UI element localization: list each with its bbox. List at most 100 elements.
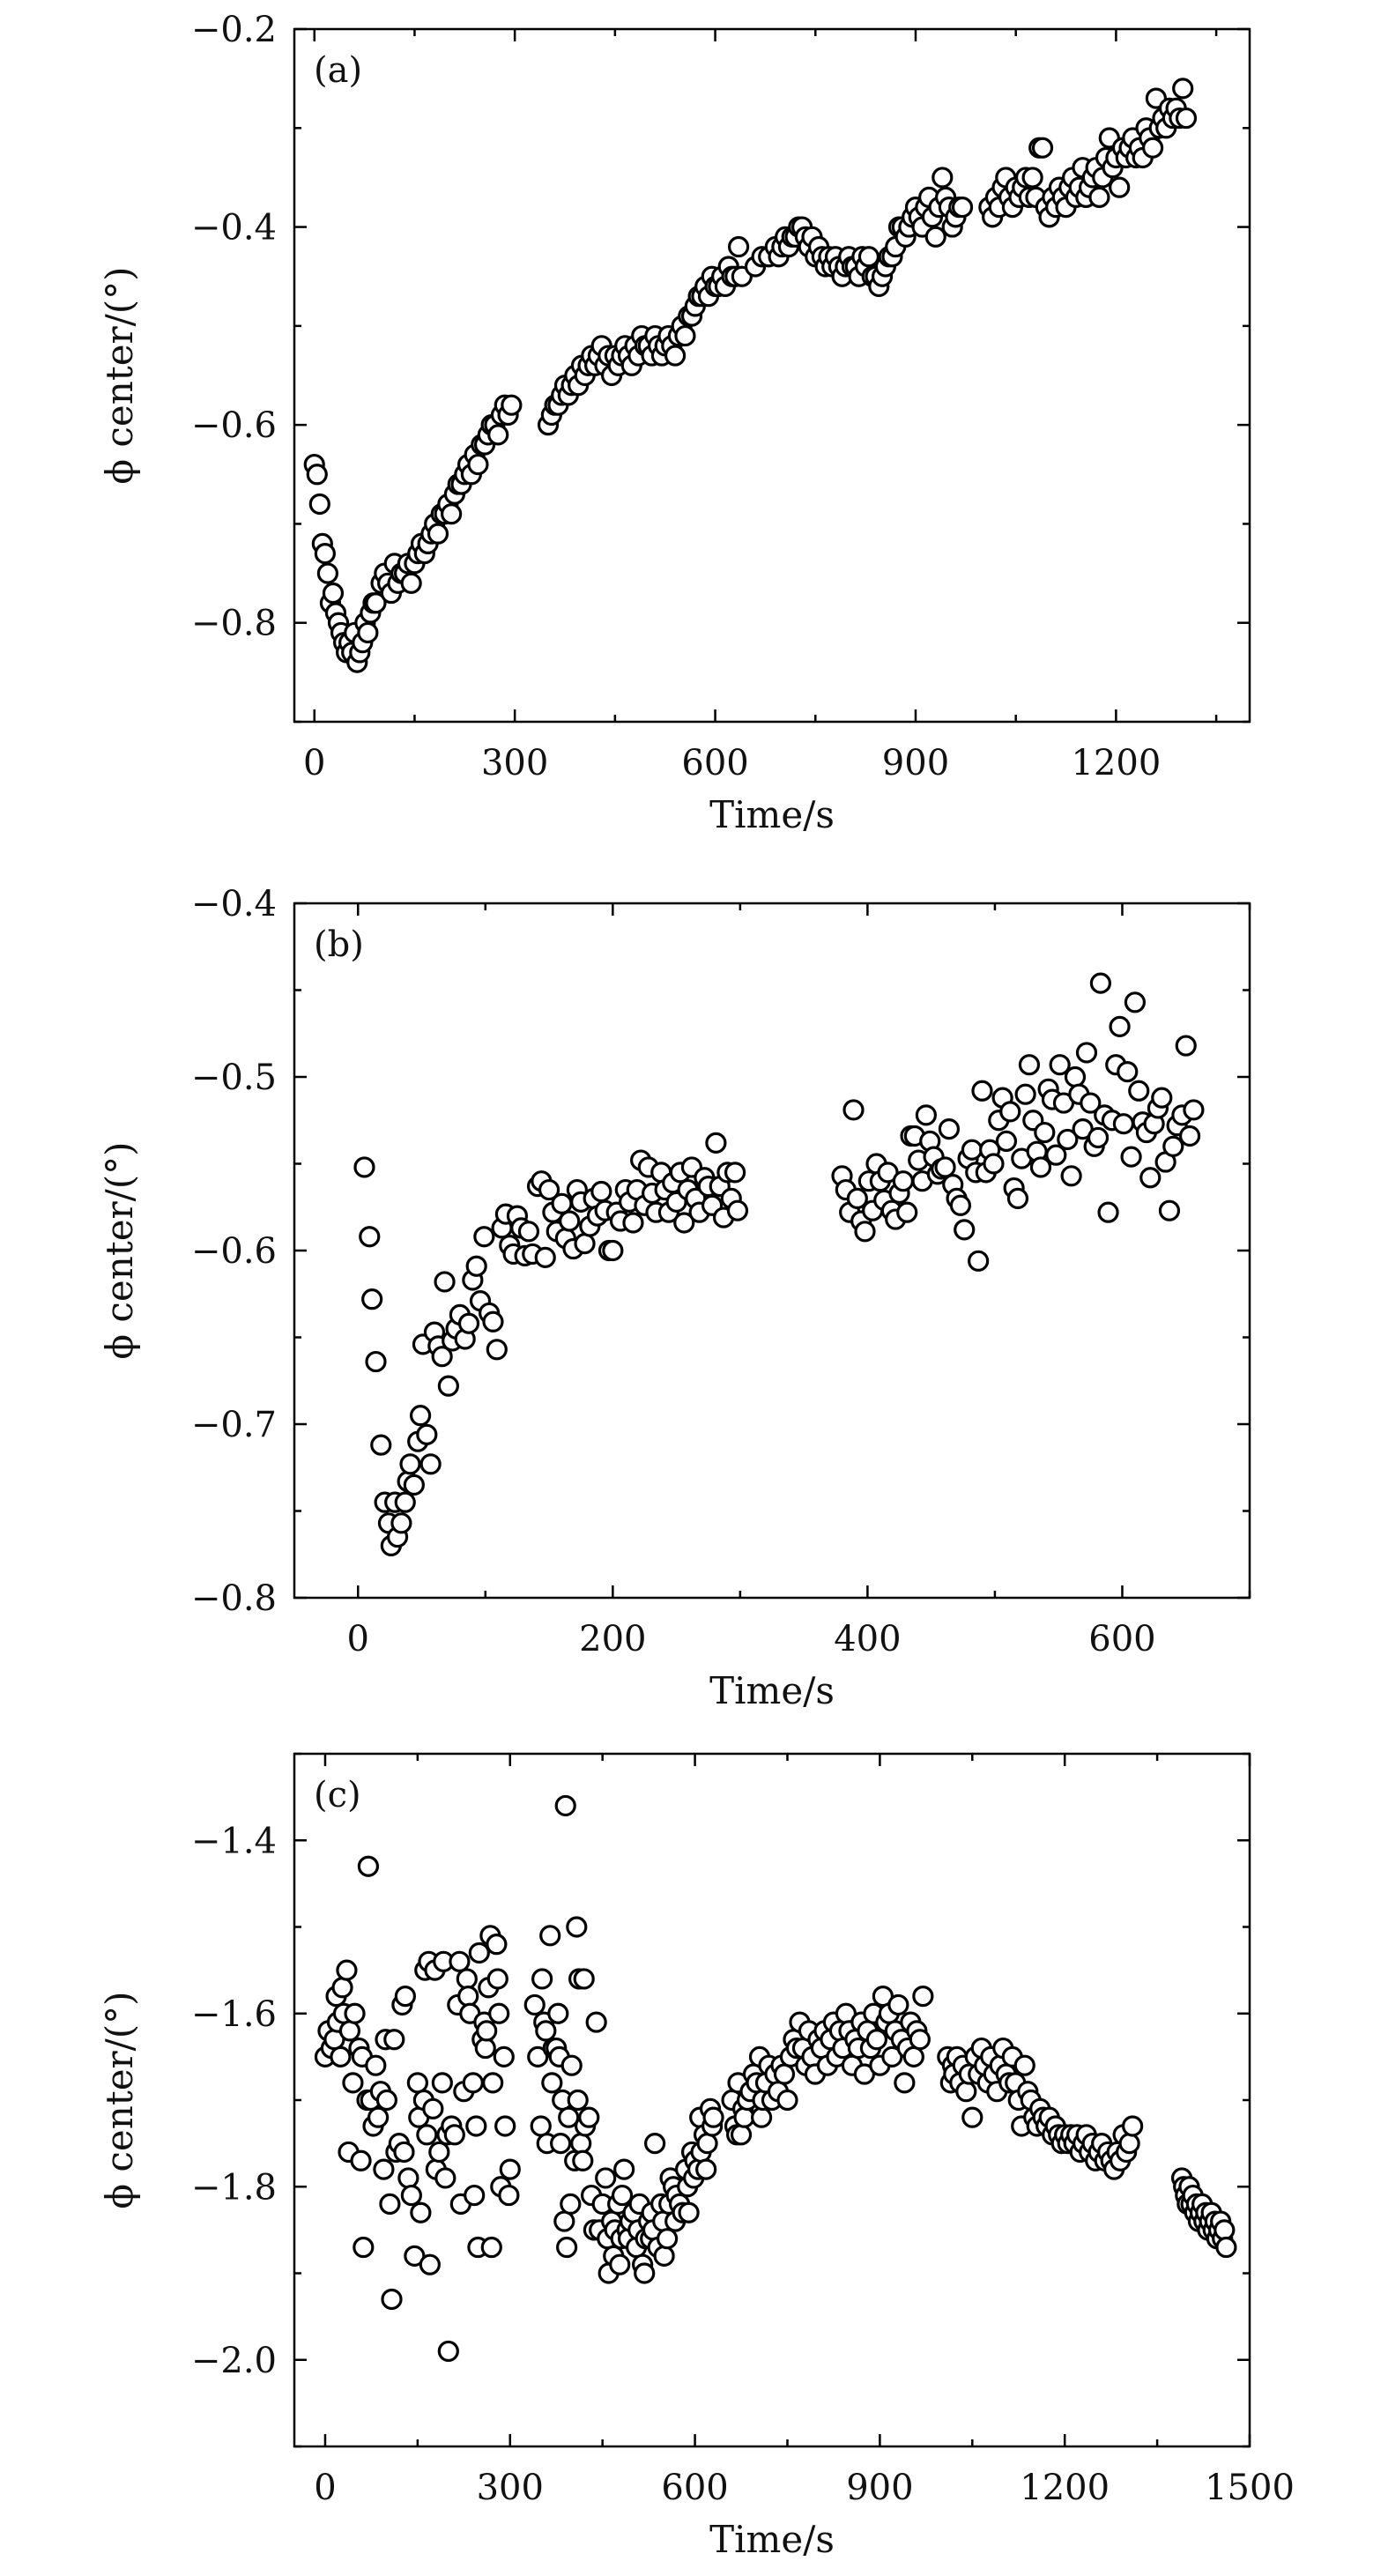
- data-point-c: [1214, 2219, 1236, 2241]
- data-point-c: [344, 2002, 366, 2024]
- data-point-b: [534, 1246, 556, 1268]
- x-tick-label-c: 1200: [1020, 2468, 1110, 2508]
- data-point-a: [487, 424, 509, 446]
- data-point-c: [419, 2253, 441, 2275]
- plot-frame-a: [293, 27, 1251, 724]
- data-point-b: [409, 1405, 432, 1427]
- data-point-c: [567, 2089, 589, 2112]
- x-tick-label-c: 1500: [1205, 2468, 1295, 2508]
- data-point-c: [611, 2184, 634, 2207]
- data-point-c: [578, 2106, 600, 2128]
- data-point-c: [357, 1855, 380, 1877]
- data-point-b: [399, 1453, 421, 1475]
- data-point-a: [501, 394, 523, 416]
- data-point-b: [1178, 1125, 1201, 1147]
- data-point-a: [1172, 78, 1194, 100]
- data-point-a: [365, 592, 387, 614]
- y-axis-title-a: ϕ center/(°): [98, 266, 141, 484]
- data-point-c: [702, 2106, 724, 2128]
- data-point-b: [1045, 1144, 1067, 1166]
- data-point-b: [673, 1212, 695, 1234]
- data-point-c: [657, 2228, 679, 2250]
- data-point-b: [1158, 1199, 1181, 1221]
- data-point-c: [1118, 2133, 1140, 2155]
- data-point-c: [367, 2106, 390, 2128]
- data-point-b: [1162, 1135, 1184, 1157]
- data-point-c: [541, 2072, 563, 2094]
- data-point-c: [416, 2124, 438, 2146]
- data-point-b: [846, 1187, 868, 1210]
- data-point-b: [559, 1210, 581, 1232]
- data-point-c: [730, 2124, 753, 2146]
- data-point-b: [403, 1474, 425, 1496]
- data-point-c: [1013, 2054, 1035, 2076]
- data-point-c: [437, 2340, 459, 2363]
- data-point-c: [336, 1959, 358, 1981]
- panel-label-c: (c): [314, 1775, 361, 1815]
- data-point-c: [456, 1968, 478, 1990]
- data-point-b: [1139, 1167, 1162, 1189]
- data-point-b: [370, 1434, 392, 1456]
- data-point-a: [1088, 186, 1110, 208]
- data-point-c: [499, 2158, 521, 2180]
- data-point-a: [357, 621, 379, 644]
- data-point-c: [653, 2245, 675, 2267]
- data-point-a: [316, 562, 339, 584]
- data-point-b: [954, 1219, 976, 1241]
- data-point-a: [400, 572, 422, 594]
- data-point-b: [726, 1199, 749, 1221]
- data-point-b: [995, 1130, 1018, 1152]
- data-point-c: [400, 2184, 422, 2207]
- data-point-a: [1141, 137, 1164, 159]
- data-point-a: [427, 523, 449, 545]
- data-point-c: [554, 1794, 576, 1817]
- data-point-c: [468, 1941, 490, 1964]
- data-point-c: [365, 2054, 387, 2076]
- data-point-c: [449, 1950, 471, 1972]
- data-point-c: [560, 2193, 582, 2215]
- data-point-c: [609, 2253, 631, 2275]
- data-point-b: [968, 1250, 990, 1272]
- data-point-b: [1183, 1099, 1205, 1121]
- data-point-c: [457, 1986, 479, 2008]
- data-point-b: [1109, 1015, 1131, 1037]
- data-point-c: [560, 2054, 583, 2076]
- data-point-c: [523, 1993, 546, 2016]
- data-point-c: [488, 2002, 510, 2024]
- data-point-c: [531, 1968, 553, 1990]
- data-point-b: [999, 1101, 1021, 1123]
- data-point-c: [887, 1993, 909, 2016]
- data-point-b: [1112, 1113, 1135, 1135]
- data-point-b: [482, 1310, 504, 1333]
- data-point-c: [383, 2029, 405, 2051]
- data-point-b: [1029, 1156, 1052, 1178]
- data-point-c: [570, 2133, 592, 2155]
- data-point-b: [359, 1226, 381, 1248]
- data-point-b: [724, 1162, 746, 1184]
- data-point-c: [547, 2002, 569, 2024]
- data-point-c: [553, 2210, 575, 2232]
- data-point-c: [338, 2020, 361, 2042]
- data-point-c: [431, 2072, 453, 2094]
- data-point-b: [1075, 1042, 1098, 1064]
- data-point-c: [556, 2236, 578, 2259]
- y-tick-label-c: −1.4: [191, 1821, 277, 1861]
- data-point-c: [486, 1934, 508, 1956]
- data-point-c: [678, 2201, 700, 2223]
- y-axis-title-b: ϕ center/(°): [98, 1141, 141, 1359]
- data-point-c: [585, 2011, 607, 2033]
- data-point-b: [892, 1170, 914, 1192]
- x-tick-label-b: 0: [347, 1619, 369, 1659]
- data-point-b: [971, 1080, 993, 1102]
- y-tick-label-c: −1.6: [191, 1994, 277, 2035]
- y-tick-label-b: −0.8: [191, 1578, 277, 1619]
- data-point-b: [353, 1156, 375, 1178]
- y-tick-label-a: −0.2: [191, 10, 277, 50]
- panel-label-a: (a): [314, 50, 362, 91]
- data-point-c: [476, 2020, 498, 2042]
- y-tick-label-a: −0.8: [191, 604, 277, 644]
- data-point-a: [306, 464, 328, 486]
- x-tick-label-b: 600: [1088, 1619, 1155, 1659]
- data-point-b: [473, 1226, 495, 1248]
- data-point-b: [365, 1350, 387, 1373]
